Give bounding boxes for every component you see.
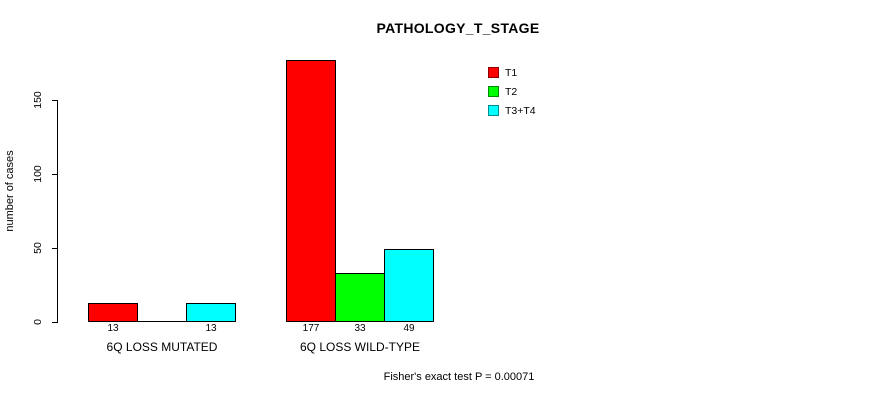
legend-swatch-icon xyxy=(488,67,499,78)
bar-T1 xyxy=(88,303,138,322)
category-label: 6Q LOSS WILD-TYPE xyxy=(299,340,421,354)
bar-T1 xyxy=(286,60,336,322)
bar-T3+T4 xyxy=(186,303,236,322)
legend-item: T3+T4 xyxy=(488,101,536,120)
y-axis xyxy=(57,100,58,323)
footnote: Fisher's exact test P = 0.00071 xyxy=(383,371,535,383)
y-axis-tick-label: 150 xyxy=(32,91,44,109)
legend-item: T2 xyxy=(488,82,536,101)
bar-value-label: 177 xyxy=(302,323,320,334)
legend-item: T1 xyxy=(488,63,536,82)
chart-title: PATHOLOGY_T_STAGE xyxy=(376,20,540,36)
bar-T2 xyxy=(335,273,385,322)
y-axis-label: number of cases xyxy=(4,150,16,232)
category-label: 6Q LOSS MUTATED xyxy=(106,340,218,354)
bar-value-label: 13 xyxy=(107,323,119,334)
y-axis-tick-label: 0 xyxy=(32,319,44,325)
bar-T3+T4 xyxy=(384,249,434,322)
legend: T1 T2 T3+T4 xyxy=(488,63,536,120)
legend-swatch-icon xyxy=(488,105,499,116)
y-axis-tick xyxy=(52,100,57,101)
y-axis-tick xyxy=(52,174,57,175)
y-axis-tick-label: 100 xyxy=(32,165,44,183)
bar-value-label: 13 xyxy=(205,323,217,334)
bar-value-label: 49 xyxy=(403,323,415,334)
bar-value-label: 33 xyxy=(354,323,366,334)
legend-label: T1 xyxy=(505,66,518,79)
legend-swatch-icon xyxy=(488,86,499,97)
legend-label: T3+T4 xyxy=(505,104,536,117)
y-axis-tick xyxy=(52,248,57,249)
bar-T2 xyxy=(137,321,187,322)
y-axis-tick xyxy=(52,322,57,323)
legend-label: T2 xyxy=(505,85,518,98)
y-axis-tick-label: 50 xyxy=(32,242,44,254)
